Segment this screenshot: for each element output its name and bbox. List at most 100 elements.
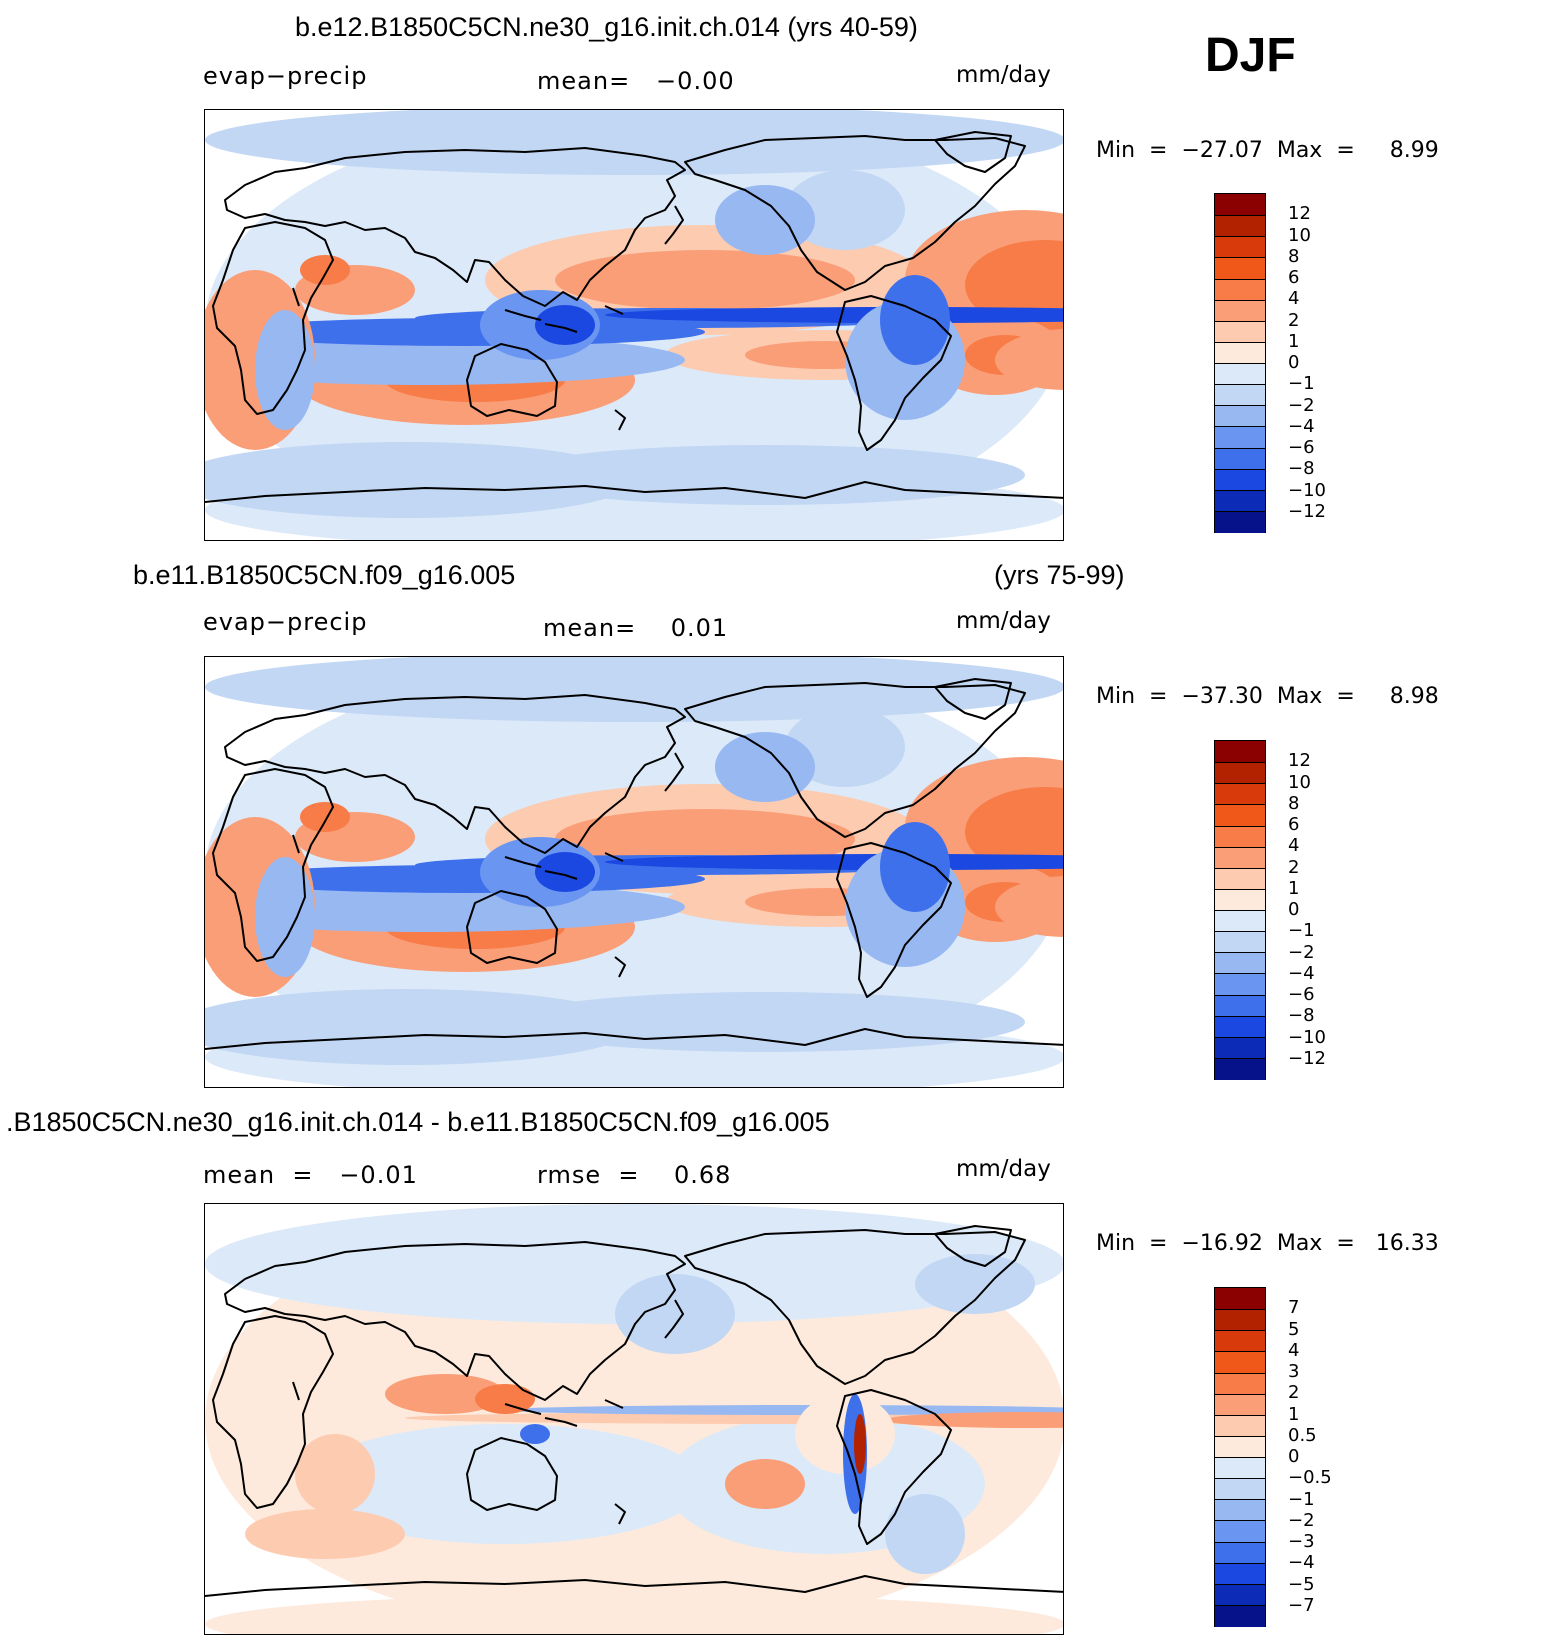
contour-region	[995, 877, 1063, 937]
contour-region	[305, 1424, 705, 1544]
colorbar-tick-label: 2	[1288, 856, 1300, 878]
contour-region	[245, 1509, 405, 1559]
colorbar-tick-label: −2	[1288, 941, 1315, 963]
colorbar-tick-label: 7	[1288, 1297, 1300, 1319]
contour-region	[615, 1274, 735, 1354]
contour-region	[475, 1384, 535, 1414]
panel-1-mean: mean= −0.00	[537, 67, 735, 95]
colorbar-swatch	[1215, 1330, 1265, 1353]
colorbar-tick-label: 0.5	[1288, 1424, 1317, 1446]
contour-region	[535, 305, 595, 345]
colorbar-swatch	[1215, 405, 1265, 428]
contour-region	[555, 250, 855, 310]
colorbar-tick-label: 4	[1288, 835, 1300, 857]
panel-3-minmax: Min = −16.92 Max = 16.33	[1096, 1231, 1439, 1256]
colorbar-swatch	[1215, 1414, 1265, 1437]
colorbar-tick-label: 12	[1288, 203, 1311, 225]
colorbar-swatch	[1215, 215, 1265, 238]
colorbar-swatch	[1215, 1393, 1265, 1416]
colorbar-swatch	[1215, 1057, 1265, 1080]
panel-3-map-canvas	[205, 1204, 1063, 1634]
colorbar-swatch	[1215, 931, 1265, 954]
panel-3-mean: mean = −0.01	[203, 1161, 418, 1189]
contour-region	[385, 1374, 505, 1414]
contour-region	[205, 989, 635, 1065]
colorbar-swatch	[1215, 1036, 1265, 1059]
colorbar-tick-label: −3	[1288, 1531, 1315, 1552]
colorbar-tick-label: −6	[1288, 984, 1315, 1005]
panel-2-colorbar	[1214, 740, 1266, 1080]
colorbar-swatch	[1215, 384, 1265, 407]
colorbar-tick-label: −5	[1288, 1573, 1315, 1595]
colorbar-tick-label: −10	[1288, 479, 1326, 501]
panel-3-title: .B1850C5CN.ne30_g16.init.ch.014 - b.e11.…	[6, 1107, 830, 1137]
contour-region	[995, 330, 1063, 390]
colorbar-swatch	[1215, 888, 1265, 911]
colorbar-tick-label: 1	[1288, 1403, 1300, 1425]
colorbar-tick-label: 1	[1288, 330, 1300, 352]
colorbar-swatch	[1215, 910, 1265, 933]
panel-1-map-canvas	[205, 110, 1063, 540]
panel-2-map	[204, 656, 1064, 1088]
colorbar-swatch	[1215, 1309, 1265, 1332]
colorbar-tick-label: −6	[1288, 437, 1315, 458]
colorbar-swatch	[1215, 1541, 1265, 1564]
colorbar-tick-label: −2	[1288, 394, 1315, 416]
colorbar-tick-label: 3	[1288, 1361, 1300, 1382]
colorbar-swatch	[1215, 1435, 1265, 1458]
contour-region	[205, 1594, 1063, 1634]
panel-2-minmax: Min = −37.30 Max = 8.98	[1096, 684, 1439, 709]
coastlines	[205, 678, 1063, 1050]
contour-region	[205, 1204, 1063, 1324]
colorbar-swatch	[1215, 299, 1265, 322]
colorbar-tick-label: −2	[1288, 1509, 1315, 1531]
colorbar-swatch	[1215, 825, 1265, 848]
panel-1-units: mm/day	[956, 62, 1051, 88]
colorbar-tick-label: 2	[1288, 309, 1300, 331]
colorbar-swatch	[1215, 278, 1265, 301]
colorbar-swatch	[1215, 846, 1265, 869]
contour-region	[205, 110, 1063, 175]
colorbar-swatch	[1215, 804, 1265, 827]
season-label: DJF	[1205, 29, 1296, 82]
colorbar-tick-label: −1	[1288, 373, 1315, 395]
colorbar-tick-label: 10	[1288, 224, 1311, 246]
contour-region	[485, 1259, 585, 1309]
colorbar-tick-label: −10	[1288, 1026, 1326, 1048]
colorbar-swatch	[1215, 363, 1265, 386]
colorbar-tick-label: −8	[1288, 458, 1315, 480]
colorbar-tick-label: 8	[1288, 245, 1300, 267]
colorbar-tick-label: 0	[1288, 1446, 1300, 1467]
colorbar-swatch	[1215, 741, 1265, 763]
colorbar-tick-label: −4	[1288, 415, 1315, 437]
colorbar-swatch	[1215, 783, 1265, 806]
colorbar-tick-label: 6	[1288, 267, 1300, 288]
contour-region	[505, 1405, 1063, 1415]
panel-1-colorbar	[1214, 193, 1266, 533]
colorbar-swatch	[1215, 468, 1265, 491]
contour-region	[300, 255, 350, 285]
colorbar-swatch	[1215, 320, 1265, 343]
colorbar-tick-label: −4	[1288, 1552, 1315, 1574]
colorbar-swatch	[1215, 257, 1265, 280]
contour-region	[255, 310, 315, 430]
colorbar-tick-label: 1	[1288, 877, 1300, 899]
colorbar-swatch	[1215, 194, 1265, 216]
panel-3-map	[204, 1203, 1064, 1635]
colorbar-swatch	[1215, 341, 1265, 364]
colorbar-swatch	[1215, 952, 1265, 975]
contour-region	[295, 1434, 375, 1514]
contour-region	[300, 802, 350, 832]
panel-2-title: b.e11.B1850C5CN.f09_g16.005	[133, 560, 516, 590]
colorbar-tick-label: 4	[1288, 288, 1300, 310]
colorbar-swatch	[1215, 867, 1265, 890]
colorbar-tick-label: −4	[1288, 962, 1315, 984]
contour-region	[715, 732, 815, 802]
colorbar-tick-label: 0	[1288, 352, 1300, 373]
colorbar-tick-label: −12	[1288, 500, 1326, 522]
colorbar-tick-label: 0	[1288, 899, 1300, 920]
contour-region	[885, 1412, 1063, 1428]
colorbar-tick-label: 6	[1288, 814, 1300, 835]
contour-region	[505, 445, 1025, 505]
colorbar-tick-label: 5	[1288, 1318, 1300, 1340]
